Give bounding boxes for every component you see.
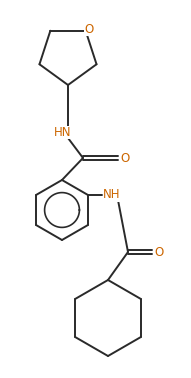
Text: O: O: [84, 23, 93, 36]
Text: O: O: [154, 245, 164, 259]
Text: NH: NH: [103, 189, 121, 201]
Text: HN: HN: [54, 125, 72, 138]
Text: O: O: [120, 152, 130, 164]
